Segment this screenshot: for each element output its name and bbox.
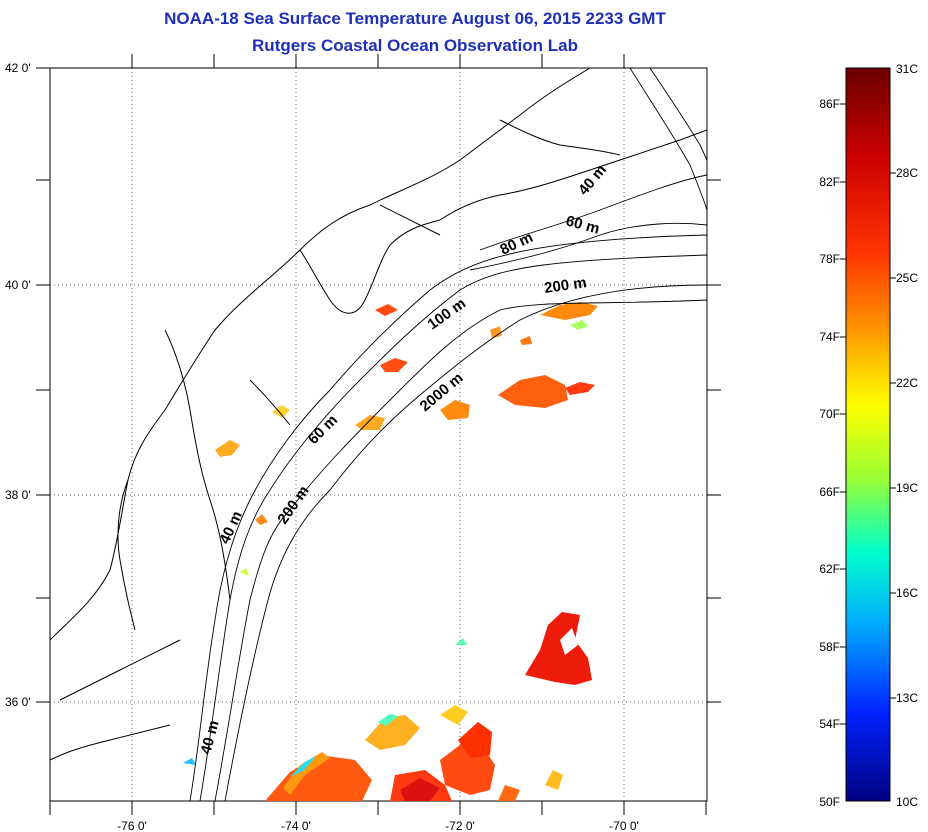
colorbar-label-f: 70F	[819, 407, 840, 421]
lat-labels: 42 0' 40 0' 38 0' 36 0'	[5, 61, 31, 709]
lon-label: -74 0'	[281, 819, 311, 832]
colorbar-label-c: 28C	[896, 166, 918, 180]
lon-labels: -76 0' -74 0' -72 0' -70 0'	[117, 819, 639, 832]
lon-label: -72 0'	[445, 819, 475, 832]
colorbar-label-f: 58F	[819, 640, 840, 654]
lat-label: 38 0'	[5, 488, 31, 502]
colorbar-label-f: 62F	[819, 562, 840, 576]
colorbar-label-f: 50F	[819, 795, 840, 809]
contour-label: 200 m	[543, 274, 587, 297]
colorbar-label-f: 74F	[819, 330, 840, 344]
lat-label: 36 0'	[5, 695, 31, 709]
colorbar-label-c: 25C	[896, 271, 918, 285]
colorbar-label-c: 19C	[896, 481, 918, 495]
colorbar: 86F 82F 78F 74F 70F 66F 62F 58F 54F 50F …	[819, 62, 918, 809]
graticule	[50, 68, 707, 801]
colorbar-label-f: 78F	[819, 252, 840, 266]
lat-label: 40 0'	[5, 278, 31, 292]
lon-label: -70 0'	[609, 819, 639, 832]
colorbar-label-f: 82F	[819, 175, 840, 189]
sst-patches	[183, 302, 598, 801]
colorbar-label-f: 66F	[819, 485, 840, 499]
map-frame	[49, 67, 708, 802]
lon-label: -76 0'	[117, 819, 147, 832]
colorbar-label-c: 10C	[896, 795, 918, 809]
colorbar-label-f: 54F	[819, 717, 840, 731]
colorbar-label-c: 31C	[896, 62, 918, 76]
coastline	[50, 68, 707, 761]
bathymetry-contours	[189, 68, 707, 801]
colorbar-label-c: 16C	[896, 586, 918, 600]
chart-subtitle: Rutgers Coastal Ocean Observation Lab	[252, 36, 578, 55]
colorbar-label-c: 13C	[896, 691, 918, 705]
lat-label: 42 0'	[5, 61, 31, 75]
colorbar-label-f: 86F	[819, 97, 840, 111]
chart-title: NOAA-18 Sea Surface Temperature August 0…	[164, 9, 666, 28]
colorbar-label-c: 22C	[896, 376, 918, 390]
colorbar-ramp	[845, 67, 891, 802]
axis-ticks	[36, 54, 721, 815]
